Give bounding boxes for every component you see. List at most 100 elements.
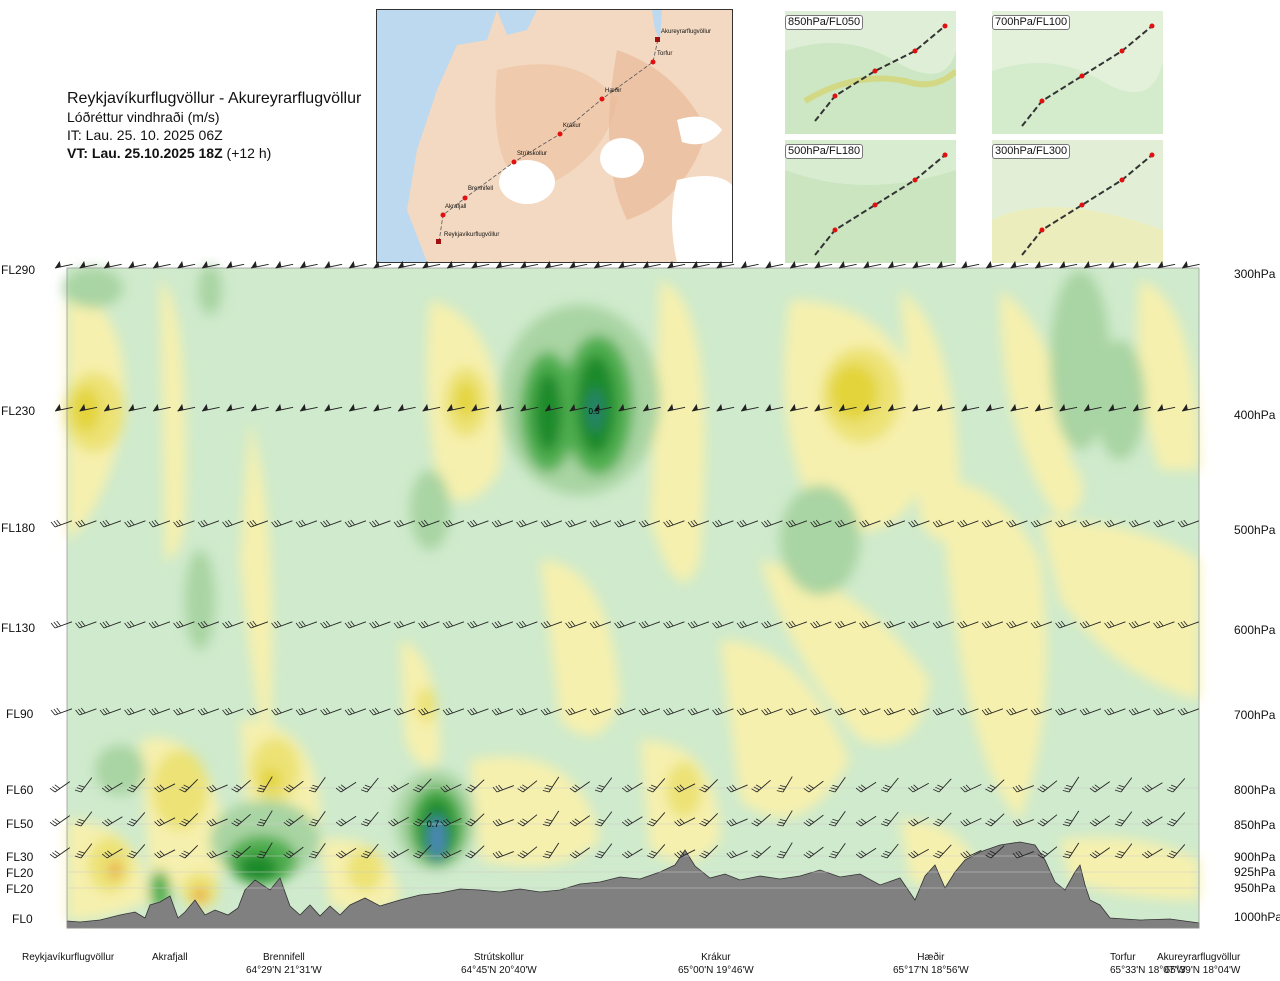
- wind-barb: [638, 620, 661, 629]
- wind-barb: [103, 260, 122, 269]
- wind-barb: [855, 781, 877, 793]
- wind-barb: [789, 403, 808, 412]
- wind-barb: [308, 842, 326, 859]
- wind-barb: [271, 707, 293, 716]
- wind-barb: [1089, 815, 1111, 827]
- wind-barb: [1006, 620, 1028, 629]
- location-coord: 64°29'N 21°31'W: [246, 965, 322, 976]
- fl-label-4: FL90: [6, 707, 34, 721]
- wind-barb: [491, 620, 514, 629]
- wind-barb: [1012, 784, 1034, 793]
- wind-barb: [765, 260, 784, 269]
- waypoint-label-torfur: Torfur: [657, 51, 673, 57]
- location-coord: 65°00'N 19°46'W: [678, 965, 754, 976]
- wind-barb: [271, 620, 293, 629]
- wind-barb: [1012, 850, 1034, 859]
- location-name: Reykjavíkurflugvöllur: [22, 952, 115, 963]
- wind-barb: [716, 403, 735, 412]
- fl-label-1: FL230: [1, 404, 36, 418]
- wind-barb: [471, 260, 490, 269]
- wind-barb: [1114, 843, 1133, 859]
- wind-barb: [589, 620, 612, 629]
- wind-barb: [751, 813, 771, 827]
- pressure-label-10: 1000hPa: [1234, 910, 1280, 924]
- wind-barb: [418, 707, 440, 716]
- wind-barb: [1132, 260, 1151, 269]
- wind-barb: [828, 776, 846, 793]
- wind-barb: [320, 707, 342, 716]
- wind-barb: [887, 403, 906, 412]
- wind-barb: [516, 620, 538, 629]
- wind-barb: [1108, 260, 1127, 269]
- wind-barb: [1153, 707, 1175, 716]
- wind-barb: [206, 818, 228, 827]
- wind-barb: [621, 782, 643, 793]
- wind-barb: [638, 519, 661, 528]
- wind-barb: [74, 811, 93, 827]
- wind-barb: [226, 260, 245, 269]
- wind-barb: [442, 519, 465, 528]
- wind-barb: [912, 260, 931, 269]
- pressure-label-5: 800hPa: [1234, 783, 1276, 797]
- wind-barb: [179, 778, 199, 793]
- wind-barb: [810, 519, 832, 528]
- fl-label-8: FL20: [6, 866, 34, 880]
- wind-barb: [960, 849, 982, 859]
- wind-barb: [540, 620, 563, 629]
- wind-barb: [542, 810, 560, 827]
- wind-barb: [1153, 519, 1175, 528]
- wind-barb: [295, 707, 318, 716]
- wind-barb: [1059, 403, 1078, 412]
- wind-barb: [1083, 403, 1102, 412]
- wind-barb: [74, 843, 93, 859]
- wind-barb: [492, 850, 514, 859]
- plot-frame: [66, 267, 1200, 929]
- wind-barb: [908, 620, 930, 629]
- wind-barb: [961, 403, 980, 412]
- location-name: Torfur: [1110, 952, 1136, 963]
- wind-barb: [422, 403, 441, 412]
- wind-barb: [393, 620, 416, 629]
- wind-barb: [1083, 260, 1102, 269]
- wind-barb: [699, 812, 719, 827]
- wind-barb: [250, 260, 269, 269]
- wind-barb: [776, 810, 793, 827]
- wind-barb: [1010, 260, 1029, 269]
- wind-barb: [127, 778, 146, 793]
- wind-barb: [565, 707, 587, 716]
- minimap-850-label: 850hPa/FL050: [785, 15, 864, 30]
- wind-barb: [569, 781, 591, 793]
- pressure-label-6: 850hPa: [1234, 818, 1276, 832]
- annotation-1: 0.7: [427, 819, 440, 829]
- wind-barb: [148, 620, 171, 629]
- waypoint-label-reykjavik: Reykjavíkurflugvöllur: [444, 232, 500, 238]
- wind-barb: [79, 403, 98, 412]
- wind-barb: [124, 620, 146, 629]
- wind-barb: [912, 403, 931, 412]
- wind-barb: [1055, 620, 1077, 629]
- wind-barb: [299, 260, 318, 269]
- wind-barb: [231, 779, 251, 793]
- wind-barb: [256, 776, 273, 793]
- wind-barb: [250, 403, 269, 412]
- location-haedir: Hæðir 65°17'N 18°56'W: [893, 951, 969, 977]
- wind-barb: [589, 519, 612, 528]
- wind-barb: [1030, 519, 1053, 528]
- wind-barb: [99, 620, 122, 629]
- wind-barb: [863, 403, 882, 412]
- wind-barb: [99, 707, 122, 716]
- wind-barb: [50, 620, 73, 629]
- wind-barb: [834, 620, 857, 629]
- wind-barb: [1128, 620, 1151, 629]
- wind-barb: [335, 847, 357, 859]
- wind-barb: [985, 260, 1004, 269]
- wind-barb: [344, 707, 367, 716]
- wind-barb: [593, 260, 612, 269]
- wind-barb: [761, 620, 783, 629]
- wind-barb: [1167, 812, 1186, 827]
- wind-barb: [569, 815, 591, 827]
- wind-barb: [985, 813, 1005, 827]
- wind-barb: [932, 707, 955, 716]
- wind-barb: [859, 620, 881, 629]
- wind-barb: [206, 850, 228, 859]
